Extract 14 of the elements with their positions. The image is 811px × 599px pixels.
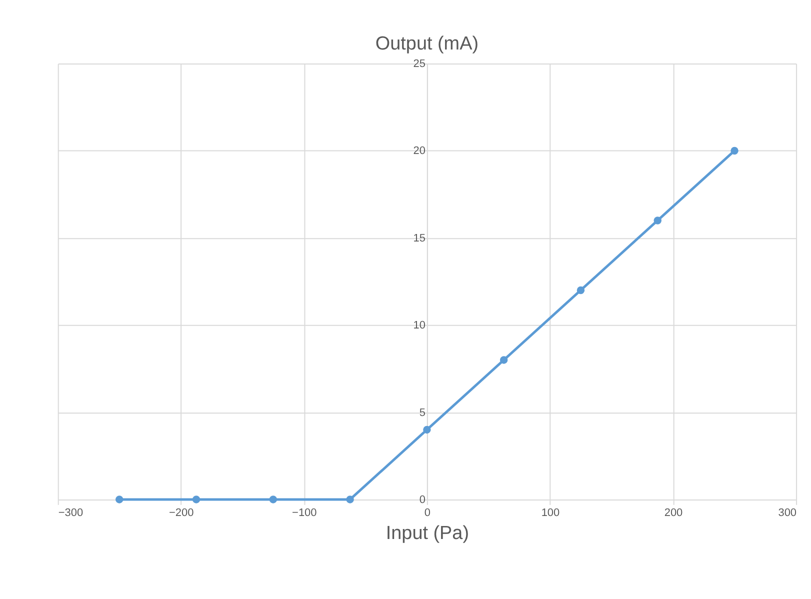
y-tick-label: 15 (413, 232, 426, 244)
x-tick-label: 200 (664, 506, 683, 519)
y-tick-label: 5 (419, 406, 426, 419)
x-axis-title: Input (Pa) (386, 522, 470, 544)
x-tick-label: 300 (778, 506, 797, 519)
y-tick-label: 0 (419, 494, 426, 506)
y-tick-label: 10 (413, 320, 426, 332)
chart-title: Output (mA) (375, 34, 479, 55)
y-tick-label: 20 (413, 145, 426, 158)
x-tick-label: −100 (292, 506, 317, 519)
x-tick-label: 100 (541, 506, 560, 519)
x-tick-label: −200 (169, 506, 194, 519)
x-tick-label: −300 (58, 506, 84, 519)
y-tick-label: 25 (413, 58, 426, 70)
